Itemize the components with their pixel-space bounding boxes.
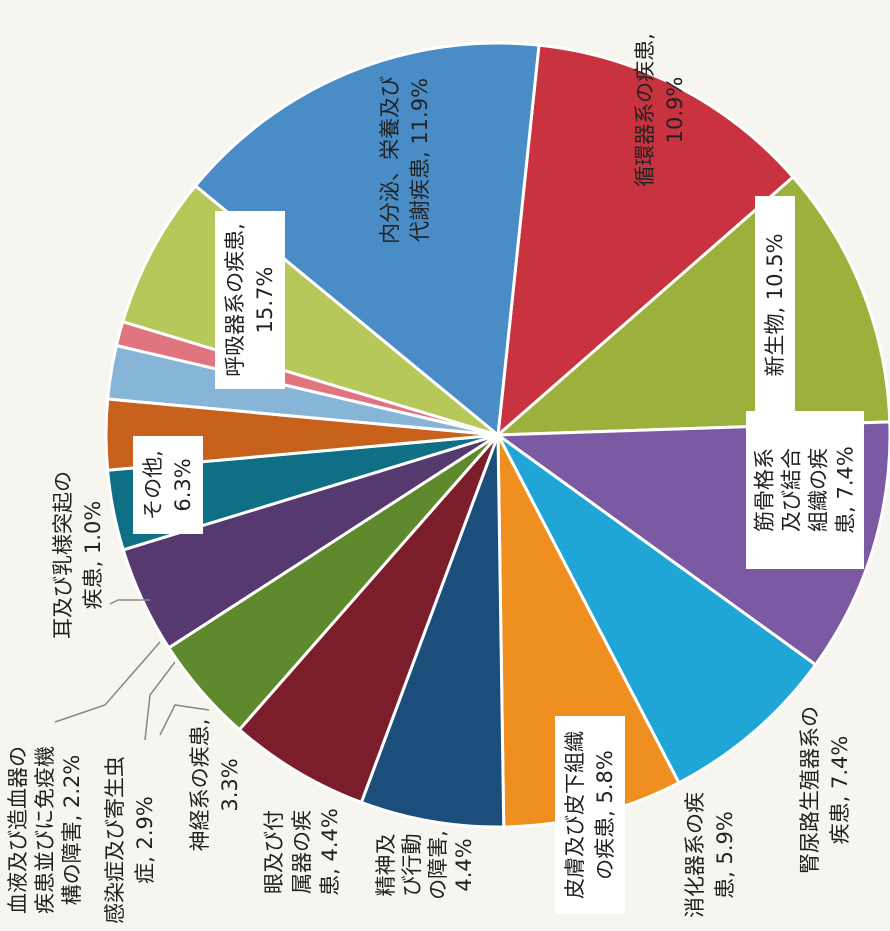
slice-label-line: 呼吸器系の疾患, — [223, 223, 247, 377]
leader-line — [109, 599, 150, 605]
slice-label-line: 3.3% — [218, 758, 242, 811]
slice-label-line: 筋骨格系 — [753, 448, 777, 532]
slice-label-line: の障害, — [426, 830, 450, 900]
slice-label: 循環器系の疾患, 10.9% — [633, 33, 687, 187]
slice-labels: 内分泌、栄養及び 代謝疾患, 11.9% 循環器系の疾患, 10.9% 新生物, 10.… — [6, 33, 864, 924]
slice-label: 消化器系の疾 患, 5.9% — [683, 792, 737, 918]
slice-label-line: 内分泌、栄養及び — [378, 76, 402, 244]
slice-label: 耳及び乳様突起の 疾患, 1.0% — [51, 471, 105, 639]
slice-label-line: その他, — [141, 450, 165, 520]
leader-line — [54, 641, 161, 723]
slice-label: 筋骨格系 及び結合 組織の疾 患, 7.4% — [746, 411, 864, 569]
slice-label-box — [215, 211, 285, 389]
slice-label: 血液及び造血器の 疾患並びに免疫機 構の障害, 2.2% — [6, 746, 84, 914]
slice-label-line: 眼及び付 — [262, 810, 286, 894]
slice-label-line: 血液及び造血器の — [6, 746, 30, 914]
slice-label-line: 感染症及び寄生虫 — [103, 756, 127, 924]
slice-label-line: 6.3% — [171, 458, 195, 511]
slice-label-line: 4.4% — [452, 838, 476, 891]
slice-label: 内分泌、栄養及び 代謝疾患, 11.9% — [378, 76, 432, 244]
pie-slice — [496, 43, 796, 439]
slice-label-line: 組織の疾 — [807, 448, 831, 532]
slice-label-line: 循環器系の疾患, — [633, 33, 657, 187]
slice-label-box — [746, 411, 864, 569]
slice-label-box — [755, 196, 795, 414]
slice-label: 新生物, 10.5% — [755, 196, 795, 414]
slice-label: その他, 6.3% — [133, 436, 203, 534]
slice-label-line: の疾患, 5.8% — [593, 750, 617, 880]
slice-label-line: 及び結合 — [780, 448, 804, 532]
slice-label: 皮膚及び皮下組織 の疾患, 5.8% — [555, 716, 625, 914]
slice-label-line: び行動 — [400, 834, 424, 897]
slice-label-line: 腎尿路生殖器系の — [798, 706, 822, 874]
slice-label-line: 15.7% — [253, 267, 277, 334]
slice-label-line: 耳及び乳様突起の — [51, 471, 75, 639]
slice-label-line: 属器の疾 — [290, 810, 314, 894]
slice-label: 精神及 び行動 の障害, 4.4% — [374, 830, 476, 900]
pie-slice — [496, 433, 818, 785]
slice-label-line: 消化器系の疾 — [683, 792, 707, 918]
slice-label: 眼及び付 属器の疾 患, 4.4% — [262, 808, 342, 896]
slice-label-line: 構の障害, 2.2% — [60, 755, 84, 906]
slice-label-line: 疾患, 7.4% — [828, 736, 852, 845]
slice-label: 感染症及び寄生虫 症, 2.9% — [103, 756, 157, 924]
slice-label-box — [133, 436, 203, 534]
slice-label-box — [555, 716, 625, 914]
slice-label-line: 神経系の疾患, — [188, 719, 212, 852]
slice-label-line: 10.9% — [663, 77, 687, 144]
slice-label-line: 患, 5.9% — [713, 811, 737, 899]
slice-label-line: 患, 7.4% — [834, 446, 858, 534]
slice-label: 腎尿路生殖器系の 疾患, 7.4% — [798, 706, 852, 874]
slice-label: 神経系の疾患, 3.3% — [188, 719, 242, 852]
pie-slice — [237, 434, 500, 805]
slice-label-line: 患, 4.4% — [318, 808, 342, 896]
pie-slices — [104, 41, 890, 829]
slice-label-line: 新生物, 10.5% — [763, 233, 787, 376]
leader-line — [159, 704, 210, 736]
slice-label-line: 代謝疾患, 11.9% — [408, 78, 432, 242]
pie-slice — [359, 434, 506, 829]
slice-label: 呼吸器系の疾患, 15.7% — [215, 211, 285, 389]
slice-label-line: 皮膚及び皮下組織 — [563, 731, 587, 899]
pie-slice — [193, 41, 541, 438]
slice-label-line: 精神及 — [374, 834, 398, 897]
slice-label-line: 疾患並びに免疫機 — [33, 746, 57, 914]
slice-label-line: 症, 2.9% — [133, 796, 157, 884]
leader-line — [144, 661, 176, 741]
slice-label-line: 疾患, 1.0% — [81, 501, 105, 610]
leader-lines — [54, 599, 210, 741]
